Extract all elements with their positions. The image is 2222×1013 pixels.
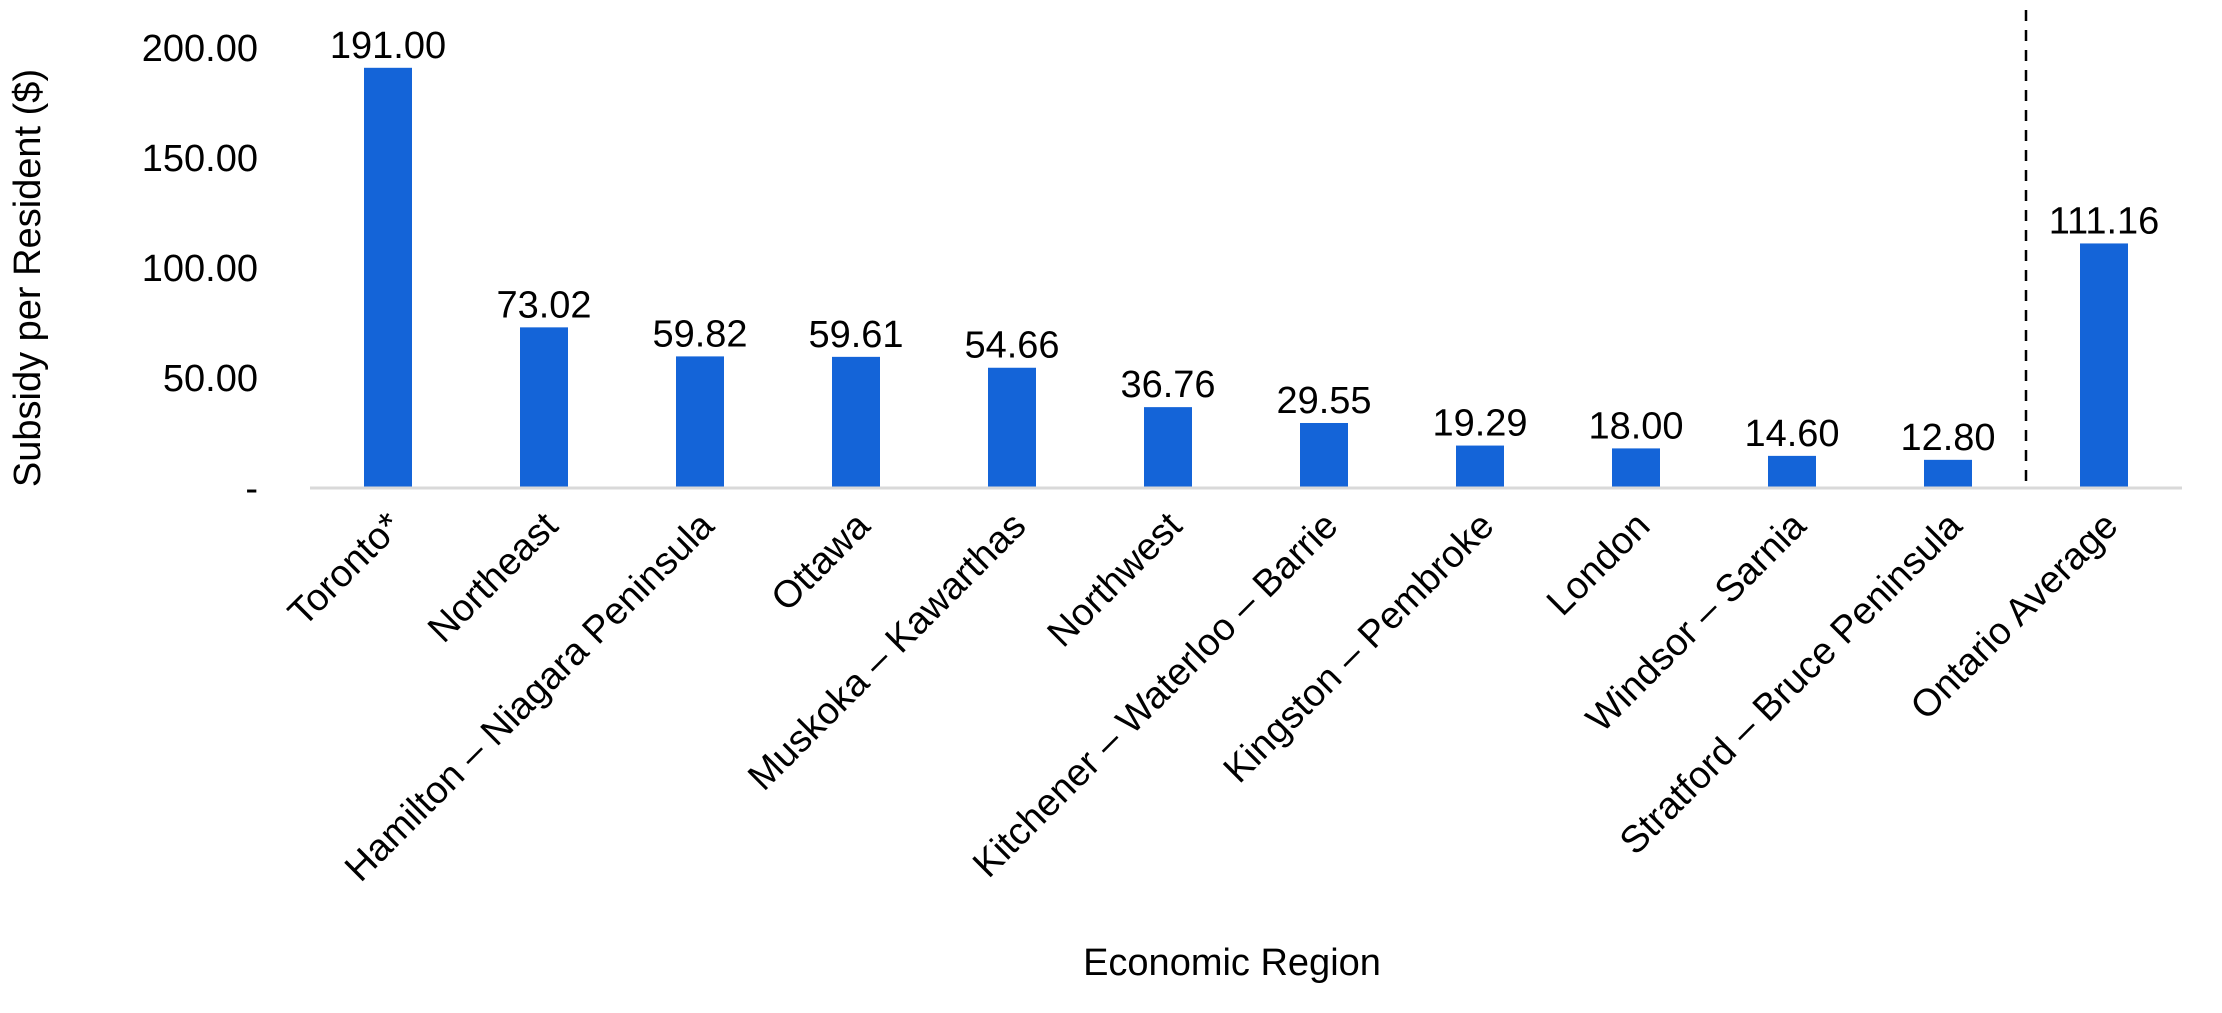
y-tick-label: 100.00	[142, 248, 258, 290]
y-tick-label: 150.00	[142, 138, 258, 180]
y-axis-ticks: - 50.00 100.00 150.00 200.00	[142, 28, 258, 510]
bar	[1144, 407, 1192, 488]
x-tick-label: London	[1539, 505, 1658, 624]
bar	[1924, 459, 1972, 488]
y-tick-label: 200.00	[142, 28, 258, 70]
data-label: 18.00	[1588, 405, 1683, 447]
y-tick-label: -	[245, 468, 258, 510]
data-label: 14.60	[1744, 413, 1839, 455]
bar	[1768, 455, 1816, 488]
bar	[1612, 448, 1660, 488]
bar	[1300, 422, 1348, 488]
x-tick-label: Muskoka – Kawarthas	[740, 505, 1034, 799]
data-label: 36.76	[1120, 364, 1215, 406]
data-label: 54.66	[964, 325, 1059, 367]
bar	[988, 367, 1036, 488]
data-label: 12.80	[1900, 417, 1995, 459]
bar	[2080, 243, 2128, 488]
y-tick-label: 50.00	[163, 358, 258, 400]
data-labels: 191.00 73.02 59.82 59.61 54.66 36.76 29.55 19.2…	[330, 25, 2159, 459]
data-label: 59.82	[652, 313, 747, 355]
data-label: 29.55	[1276, 380, 1371, 422]
bar	[364, 67, 412, 489]
x-tick-label: Toronto*	[281, 505, 411, 635]
data-label: 73.02	[496, 284, 591, 326]
bar	[520, 327, 568, 488]
bar	[1456, 445, 1504, 488]
bars	[364, 67, 2128, 489]
x-tick-label: Northwest	[1040, 504, 1191, 655]
bar	[676, 356, 724, 488]
x-axis-title: Economic Region	[1083, 942, 1381, 984]
data-label: 59.61	[808, 314, 903, 356]
x-tick-label: Northeast	[420, 504, 567, 651]
x-tick-label: Kingston – Pembroke	[1216, 505, 1503, 792]
data-label: 191.00	[330, 25, 446, 67]
y-axis-title: Subsidy per Resident ($)	[7, 69, 49, 487]
data-label: 111.16	[2049, 200, 2160, 242]
x-tick-label: Ottawa	[764, 504, 879, 619]
data-label: 19.29	[1432, 403, 1527, 445]
bar	[832, 356, 880, 488]
